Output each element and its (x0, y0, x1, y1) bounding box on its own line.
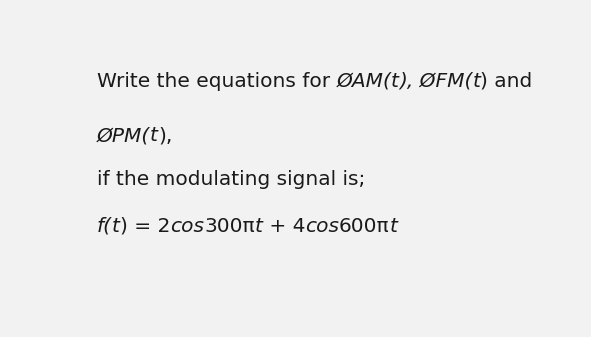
Text: ) and: ) and (480, 71, 532, 91)
Text: 300π: 300π (204, 217, 255, 236)
Text: Write the equations for: Write the equations for (97, 71, 336, 91)
Text: cos: cos (170, 217, 204, 236)
Text: if the modulating signal is;: if the modulating signal is; (97, 170, 365, 189)
Text: 600π: 600π (339, 217, 389, 236)
Text: ØAM(: ØAM( (336, 71, 391, 91)
Text: ),: ), (158, 126, 172, 145)
Text: + 4: + 4 (262, 217, 305, 236)
Text: t: t (112, 217, 119, 236)
Text: t: t (150, 126, 158, 145)
Text: t: t (391, 71, 399, 91)
Text: t: t (472, 71, 480, 91)
Text: ) = 2: ) = 2 (119, 217, 170, 236)
Text: f(: f( (97, 217, 112, 236)
Text: ØPM(: ØPM( (97, 126, 150, 145)
Text: cos: cos (305, 217, 339, 236)
Text: t: t (255, 217, 262, 236)
Text: ), ØFM(: ), ØFM( (399, 71, 472, 91)
Text: t: t (389, 217, 398, 236)
